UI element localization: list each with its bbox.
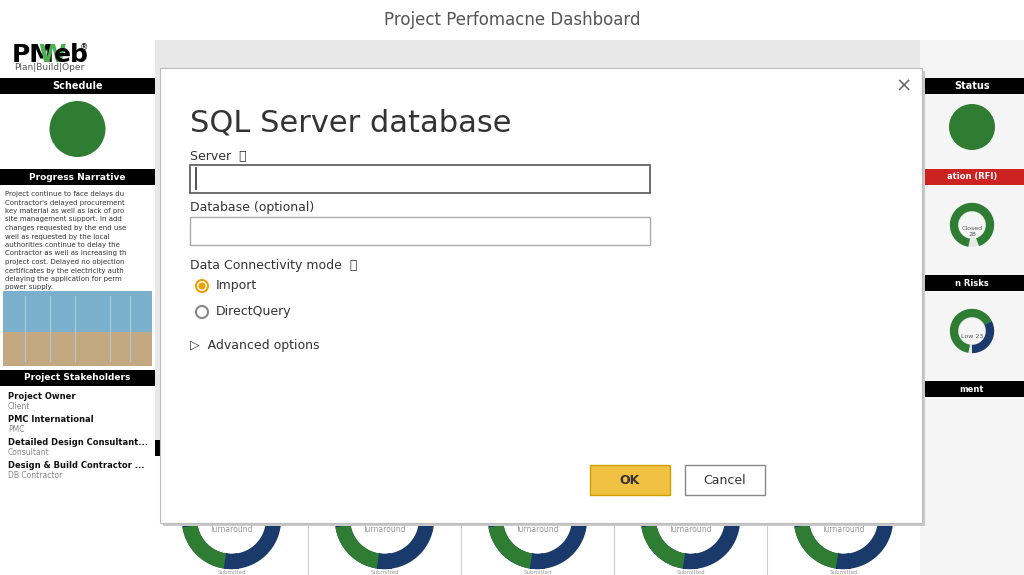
Circle shape bbox=[959, 212, 985, 238]
Text: Submitted: Submitted bbox=[676, 570, 705, 575]
Text: PM: PM bbox=[12, 43, 55, 67]
Text: 120.00: 120.00 bbox=[887, 481, 906, 485]
FancyBboxPatch shape bbox=[155, 440, 920, 456]
Text: Submitted: Submitted bbox=[217, 570, 246, 575]
Text: Cancel: Cancel bbox=[703, 473, 746, 486]
Text: Material Submittal: Material Submittal bbox=[344, 443, 425, 453]
Circle shape bbox=[183, 472, 280, 568]
Text: Turnaround: Turnaround bbox=[210, 525, 253, 534]
Text: 16.40: 16.40 bbox=[821, 509, 865, 523]
Circle shape bbox=[349, 485, 420, 554]
Text: ment: ment bbox=[959, 385, 984, 393]
Circle shape bbox=[796, 472, 892, 568]
Text: 200: 200 bbox=[581, 481, 591, 485]
Text: W: W bbox=[38, 43, 66, 67]
Text: Approved: Approved bbox=[887, 472, 912, 477]
FancyBboxPatch shape bbox=[0, 169, 155, 185]
Text: Shop Drawings: Shop Drawings bbox=[199, 443, 264, 453]
Text: Material: Material bbox=[673, 443, 709, 453]
Circle shape bbox=[196, 280, 208, 292]
FancyBboxPatch shape bbox=[190, 217, 650, 245]
Text: Submitted: Submitted bbox=[371, 570, 398, 575]
Text: 13.50: 13.50 bbox=[362, 509, 407, 523]
Text: Client: Client bbox=[8, 402, 31, 411]
Circle shape bbox=[959, 318, 985, 344]
FancyBboxPatch shape bbox=[163, 71, 925, 526]
Circle shape bbox=[949, 104, 995, 150]
Text: Turnaround: Turnaround bbox=[362, 525, 407, 534]
Circle shape bbox=[197, 485, 266, 554]
Text: DB Contractor: DB Contractor bbox=[8, 471, 62, 480]
FancyBboxPatch shape bbox=[3, 291, 152, 332]
FancyBboxPatch shape bbox=[0, 0, 1024, 40]
Circle shape bbox=[642, 472, 738, 568]
FancyBboxPatch shape bbox=[920, 169, 1024, 185]
Text: Plan|Build|Oper: Plan|Build|Oper bbox=[14, 63, 84, 71]
FancyBboxPatch shape bbox=[920, 275, 1024, 291]
Text: 200: 200 bbox=[274, 481, 285, 485]
Circle shape bbox=[489, 472, 586, 568]
Text: Claims & Settlement: Claims & Settlement bbox=[800, 443, 888, 453]
Text: 11.00: 11.00 bbox=[669, 509, 713, 523]
Text: RFI: RFI bbox=[530, 443, 545, 453]
Circle shape bbox=[503, 485, 572, 554]
Circle shape bbox=[337, 472, 432, 568]
Circle shape bbox=[809, 485, 879, 554]
Text: Approved: Approved bbox=[274, 472, 301, 477]
Text: Import: Import bbox=[216, 279, 257, 293]
Circle shape bbox=[49, 101, 105, 157]
Text: PMC International: PMC International bbox=[8, 415, 93, 424]
Text: ®: ® bbox=[80, 44, 88, 52]
Text: Status: Status bbox=[954, 81, 990, 91]
Text: Submitted: Submitted bbox=[523, 570, 552, 575]
FancyBboxPatch shape bbox=[190, 165, 650, 193]
Text: 1K: 1K bbox=[427, 481, 434, 485]
Circle shape bbox=[196, 306, 208, 318]
Text: DirectQuery: DirectQuery bbox=[216, 305, 292, 319]
FancyBboxPatch shape bbox=[160, 68, 922, 523]
Text: Submitted: Submitted bbox=[829, 570, 858, 575]
Text: Approved: Approved bbox=[733, 472, 760, 477]
FancyBboxPatch shape bbox=[3, 332, 152, 366]
Text: ▷  Advanced options: ▷ Advanced options bbox=[190, 339, 319, 352]
Text: eb: eb bbox=[54, 43, 89, 67]
Circle shape bbox=[655, 485, 725, 554]
FancyBboxPatch shape bbox=[155, 456, 920, 575]
Text: Low 23: Low 23 bbox=[961, 335, 983, 339]
Circle shape bbox=[950, 309, 994, 353]
Text: Schedule: Schedule bbox=[52, 81, 102, 91]
Circle shape bbox=[199, 282, 206, 289]
FancyBboxPatch shape bbox=[0, 40, 155, 575]
Text: 12.80: 12.80 bbox=[515, 509, 559, 523]
Text: Approved: Approved bbox=[427, 472, 454, 477]
Circle shape bbox=[950, 203, 994, 247]
Text: ation (RFI): ation (RFI) bbox=[947, 172, 997, 182]
Text: Approved: Approved bbox=[581, 472, 607, 477]
Text: Progress Narrative: Progress Narrative bbox=[30, 172, 126, 182]
Text: Server  ⓘ: Server ⓘ bbox=[190, 150, 247, 163]
Text: Closed: Closed bbox=[962, 225, 983, 231]
Text: Project continue to face delays du
Contractor's delayed procurement
key material: Project continue to face delays du Contr… bbox=[5, 191, 127, 290]
Text: OK: OK bbox=[620, 473, 640, 486]
Text: Database (optional): Database (optional) bbox=[190, 201, 314, 214]
Text: Project Owner: Project Owner bbox=[8, 392, 76, 401]
Text: Consultant: Consultant bbox=[8, 448, 50, 457]
FancyBboxPatch shape bbox=[920, 381, 1024, 397]
FancyBboxPatch shape bbox=[920, 40, 1024, 575]
FancyBboxPatch shape bbox=[685, 465, 765, 495]
FancyBboxPatch shape bbox=[920, 78, 1024, 94]
Text: PMC: PMC bbox=[8, 425, 25, 434]
Text: Turnaround: Turnaround bbox=[516, 525, 559, 534]
FancyBboxPatch shape bbox=[0, 370, 155, 386]
Text: Design & Build Contractor ...: Design & Build Contractor ... bbox=[8, 461, 144, 470]
Text: Turnaround: Turnaround bbox=[669, 525, 713, 534]
FancyBboxPatch shape bbox=[3, 291, 152, 366]
FancyBboxPatch shape bbox=[0, 78, 155, 94]
Text: Project Stakeholders: Project Stakeholders bbox=[25, 374, 131, 382]
Text: n Risks: n Risks bbox=[955, 278, 989, 288]
Text: 16.40: 16.40 bbox=[210, 509, 254, 523]
Text: SQL Server database: SQL Server database bbox=[190, 109, 512, 137]
FancyBboxPatch shape bbox=[590, 465, 670, 495]
Text: Data Connectivity mode  ⓘ: Data Connectivity mode ⓘ bbox=[190, 259, 357, 271]
